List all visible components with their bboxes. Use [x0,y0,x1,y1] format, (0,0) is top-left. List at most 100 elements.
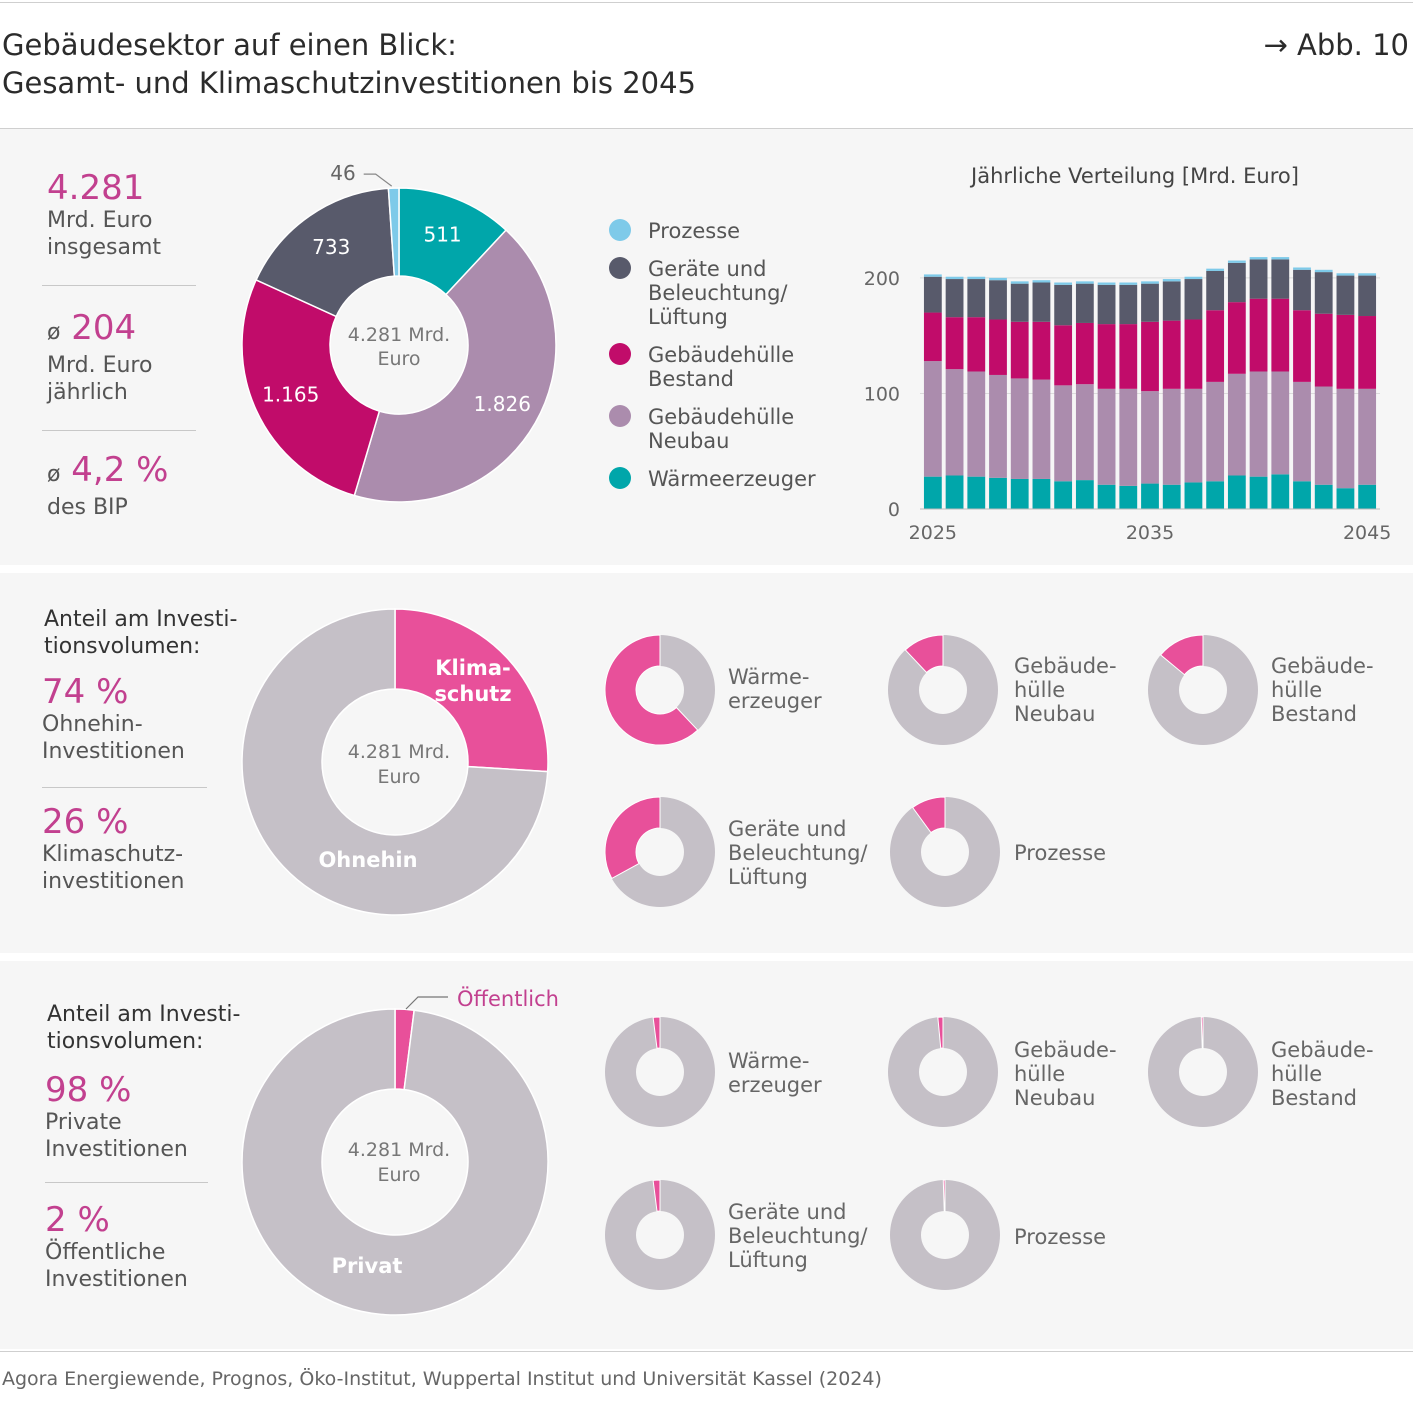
bar-segment-bestand [989,319,1007,375]
small-donut-neubau [887,634,998,745]
bar-segment-prozesse [1097,282,1116,285]
bar-segment-geraete [923,276,942,313]
kpi-gdp: ø 4,2 % des BIP [47,451,168,521]
bar-segment-neubau [1249,371,1268,477]
bar-segment-geraete [1032,282,1051,322]
donut-center-line1: 4.281 Mrd. [348,324,450,346]
kpi-separator [42,430,196,431]
bar-segment-bestand [1227,302,1246,374]
slice-value-label: 1.826 [474,392,531,416]
heading-line: tionsvolumen: [44,634,201,659]
small-donut-rest [887,1017,998,1127]
small-donut-label: Wärme- [728,665,810,689]
small-donut-label: Lüftung [728,1248,808,1272]
bar-segment-waermeerzeuger [1271,474,1290,509]
small-donut-rest [1147,1017,1258,1127]
bar-segment-prozesse [1075,281,1094,284]
small-donut-share [911,796,946,834]
kpi-annual-prefix: ø [47,320,61,345]
kpi-oeffentlich: 2 % Öffentliche Investitionen [45,1201,188,1293]
kpi-annual-line2: jährlich [47,380,128,405]
small-donut-label: Bestand [1271,702,1357,726]
bar-segment-bestand [1162,320,1181,389]
section-overview: 4.281 Mrd. Euro insgesamt ø 204 Mrd. Eur… [0,129,1413,565]
slice-prozesse [387,187,400,277]
small-donut-label: Gebäude- [1271,1038,1374,1062]
bar-segment-prozesse [1206,268,1225,271]
small-donut-label: Wärme- [728,1049,810,1073]
bar-segment-waermeerzeuger [1162,484,1181,509]
bar-segment-prozesse [1010,281,1029,284]
bar-segment-prozesse [1032,280,1051,283]
bar-segment-bestand [1010,321,1029,379]
small-donut-waermeerzeuger [604,1016,715,1127]
bar-segment-neubau [1162,388,1181,485]
bar-segment-waermeerzeuger [1293,481,1311,509]
bar-segment-prozesse [1314,269,1333,273]
annual-bar-chart: 0 100 200 2025 2035 2045 [864,257,1391,544]
bar-segment-waermeerzeuger [1336,488,1355,509]
public-donut [241,1008,549,1316]
small-donut-rest [887,635,998,745]
legend-item: Gebäudehülle Neubau [609,405,794,453]
bar-segment-waermeerzeuger [967,476,986,509]
slice-ohnehin [241,608,549,916]
x-tick-label: 2035 [1126,522,1174,544]
klimaschutz-donut [241,608,549,916]
bar-segment-waermeerzeuger [989,477,1007,509]
slice-bestand [241,278,381,497]
bar-segment-neubau [1336,388,1355,489]
kpi-ohnehin-line1: Ohnehin- [42,712,143,737]
legend-label: Gebäudehülle Bestand [648,343,795,391]
bar-segment-bestand [1075,322,1094,385]
y-tick-label: 0 [888,499,900,521]
bar-segment-bestand [1206,310,1225,382]
bar-segment-waermeerzeuger [1097,484,1116,509]
small-donut-rest [889,797,1000,907]
small-donut-label: erzeuger [728,689,822,713]
donut-center-line1: 4.281 Mrd. [348,1139,450,1161]
kpi-total: 4.281 Mrd. Euro insgesamt [47,169,161,261]
kpi-gdp-prefix: ø [47,462,61,487]
bar-segment-bestand [1336,314,1355,389]
figure-reference: → Abb. 10 [1263,28,1409,62]
bar-segment-prozesse [1249,257,1268,260]
bar-segment-prozesse [1054,282,1073,285]
kpi-total-value: 4.281 [47,168,145,208]
slice-value-label: 511 [423,222,461,246]
kpi-klimaschutz: 26 % Klimaschutz- investitionen [42,803,184,895]
bar-segment-prozesse [1162,279,1181,282]
bar-segment-bestand [1141,321,1159,392]
small-donut-bestand [1147,1016,1258,1127]
bar-segment-bestand [1249,298,1268,372]
legend-item: Wärmeerzeuger [609,467,816,491]
bar-segment-bestand [923,312,942,362]
x-tick-label: 2025 [909,522,957,544]
bar-segment-neubau [1097,388,1116,485]
x-tick-label: 2045 [1343,522,1391,544]
bar-segment-neubau [923,361,942,477]
bar-segment-geraete [1075,283,1094,323]
title-line-1: Gebäudesektor auf einen Blick: [2,28,457,62]
small-donut-share [937,1016,944,1049]
kpi-oeffentlich-line1: Öffentliche [45,1240,166,1265]
small-donut-label: Beleuchtung/ [728,1224,868,1248]
legend-swatch [609,257,631,279]
top-rule [0,2,1413,3]
y-tick-label: 100 [864,383,900,405]
small-donut-label: Lüftung [728,865,808,889]
header-rule [0,128,1413,129]
total-donut-chart: 511 1.826 1.165 733 46 4.281 Mrd. Euro [241,161,557,503]
legend-label: Prozesse [648,219,741,243]
bar-segment-geraete [1097,284,1116,325]
kpi-total-line2: insgesamt [47,235,162,260]
bar-segment-prozesse [1184,276,1203,280]
small-donut-label: Prozesse [1014,1225,1106,1249]
kpi-gdp-number: 4,2 % [71,450,169,490]
bar-segment-waermeerzeuger [1227,475,1246,509]
small-donut-share [652,1179,661,1212]
bar-segment-geraete [1227,262,1246,303]
bar-segment-geraete [1054,284,1073,326]
slice-label-oeffentlich: Öffentlich [457,986,559,1011]
small-donut-label: hülle [1271,1062,1322,1086]
